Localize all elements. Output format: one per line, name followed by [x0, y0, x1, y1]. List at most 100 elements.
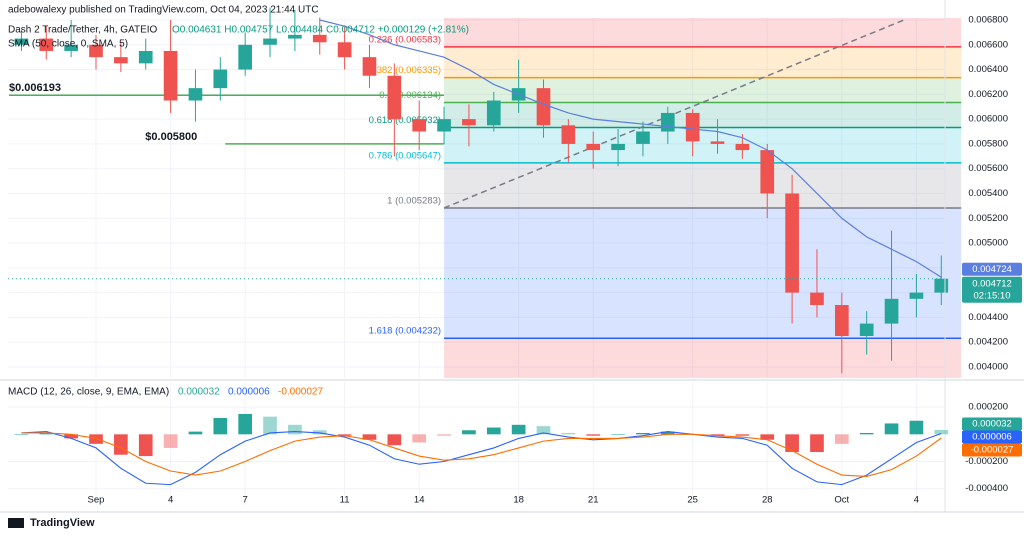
macd-line [21, 431, 942, 486]
macd-histogram-bar [263, 416, 277, 435]
y-tick-label: 0.005000 [968, 238, 1008, 249]
trend-line [443, 19, 905, 209]
y-tick-label: 0.006600 [968, 39, 1008, 50]
y-tick-label: 0.006800 [968, 14, 1008, 25]
fib-band [444, 102, 962, 128]
macd-histogram-bar [486, 427, 501, 435]
candle-body [263, 38, 277, 45]
macd-histogram-bar [188, 431, 203, 435]
x-tick-label: Sep [88, 495, 105, 506]
macd-histogram-bar [412, 434, 427, 443]
candle-body [710, 141, 725, 144]
sma-line [319, 19, 942, 278]
support-label: $0.006193 [9, 82, 61, 94]
fib-label: 0.236 (0.006583) [369, 34, 441, 45]
candle-body [362, 57, 377, 76]
footer-logo: TradingView [30, 517, 95, 529]
candle-body [884, 298, 899, 324]
macd-histogram-bar [909, 420, 924, 435]
macd-histogram-bar [213, 418, 228, 435]
y-tick-label: -0.000400 [965, 483, 1008, 494]
macd-title: MACD (12, 26, close, 9, EMA, EMA) [8, 387, 169, 398]
macd-histogram-bar [387, 434, 402, 446]
macd-histogram-bar [114, 434, 128, 455]
x-tick-label: 11 [340, 495, 350, 506]
macd-legend-value: -0.000027 [278, 387, 323, 398]
candle-body [163, 50, 178, 101]
macd-tag: -0.000027 [971, 444, 1014, 455]
fib-label: 1 (0.005283) [387, 195, 441, 206]
macd-histogram-bar [238, 413, 253, 435]
macd-histogram-bar [163, 434, 178, 448]
macd-histogram-bar [362, 434, 377, 440]
candle-body [760, 150, 775, 194]
candle-body [288, 34, 302, 39]
macd-histogram-bar [138, 434, 153, 457]
fib-band [444, 46, 962, 78]
x-tick-label: 7 [243, 495, 248, 506]
fib-label: 0.786 (0.005647) [369, 150, 441, 161]
candle-body [934, 278, 949, 293]
y-tick-label: 0.005200 [968, 213, 1008, 224]
y-tick-label: 0.006000 [968, 114, 1008, 125]
fib-band [444, 127, 962, 163]
macd-histogram-bar [611, 434, 625, 435]
publisher: adebowalexy published on TradingView.com… [8, 5, 319, 16]
y-tick-label: -0.000200 [965, 456, 1008, 467]
x-tick-label: 28 [762, 495, 773, 506]
macd-histogram-bar [710, 434, 725, 436]
x-tick-label: 25 [687, 495, 698, 506]
candle-body [486, 100, 501, 126]
fib-band [444, 207, 962, 339]
candle-body [636, 131, 650, 144]
x-tick-label: Oct [834, 495, 849, 506]
y-tick-label: 0.000200 [968, 402, 1008, 413]
x-tick-label: 18 [513, 495, 524, 506]
fib-band [444, 338, 962, 378]
macd-tag-bg [962, 430, 1022, 444]
candle-body [735, 143, 750, 151]
x-tick-label: 14 [414, 495, 425, 506]
y-tick-label: 0.005400 [968, 188, 1008, 199]
candle-body [14, 38, 29, 45]
candle-body [312, 34, 327, 43]
macd-histogram-bar [834, 434, 849, 444]
macd-tag: 0.000032 [972, 418, 1012, 429]
macd-histogram-bar [89, 434, 103, 444]
y-tick-label: 0.005800 [968, 138, 1008, 149]
sma-price-tag-bg [962, 262, 1022, 276]
y-tick-label: 0.004200 [968, 337, 1008, 348]
candle-body [188, 88, 203, 101]
macd-tag-bg [962, 417, 1022, 431]
candle-body [213, 69, 228, 89]
macd-line [21, 432, 942, 478]
candle-body [785, 193, 799, 293]
macd-histogram-bar [312, 430, 327, 435]
macd-histogram-bar [660, 431, 675, 435]
macd-histogram-bar [536, 426, 551, 435]
macd-histogram-bar [511, 424, 526, 435]
macd-legend-value: 0.000006 [228, 387, 270, 398]
macd-histogram-bar [884, 423, 899, 435]
macd-histogram-bar [586, 434, 601, 436]
candle-body [660, 112, 675, 132]
macd-histogram-bar [785, 434, 799, 452]
macd-histogram-bar [14, 434, 29, 435]
fib-band [444, 18, 962, 47]
candle-body [611, 143, 625, 151]
candle-body [462, 119, 476, 126]
fib-band [444, 162, 962, 208]
macd-histogram-bar [462, 430, 476, 435]
logo-icon [8, 518, 24, 528]
fib-label: 0.382 (0.006335) [369, 65, 441, 76]
candle-body [114, 57, 128, 64]
macd-histogram-bar [859, 432, 874, 435]
sma-price-tag: 0.004724 [972, 264, 1012, 275]
macd-histogram-bar [636, 432, 650, 435]
fib-label: 0.618 (0.005932) [369, 115, 441, 126]
candle-body [238, 44, 253, 70]
fib-label: 1.618 (0.004232) [369, 326, 441, 337]
ohlc: O0.004631 H0.004757 L0.004484 C0.004712 … [172, 25, 469, 36]
y-tick-label: 0.004400 [968, 312, 1008, 323]
